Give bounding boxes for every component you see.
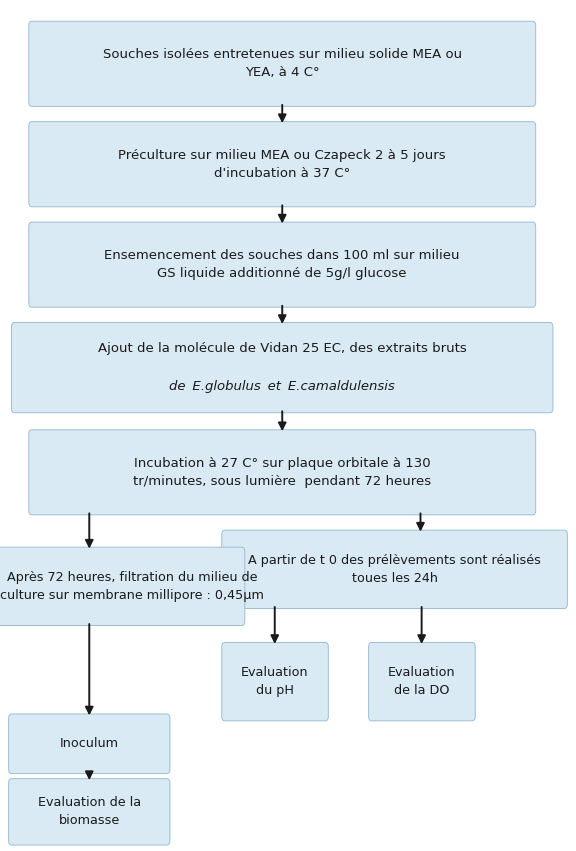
FancyBboxPatch shape (29, 21, 536, 106)
Text: Evaluation
de la DO: Evaluation de la DO (388, 666, 456, 697)
Text: de  E.globulus  et  E.camaldulensis: de E.globulus et E.camaldulensis (169, 380, 395, 393)
Text: Ensemencement des souches dans 100 ml sur milieu
GS liquide additionné de 5g/l g: Ensemencement des souches dans 100 ml su… (104, 249, 460, 280)
Text: Après 72 heures, filtration du milieu de
culture sur membrane millipore : 0,45µm: Après 72 heures, filtration du milieu de… (0, 571, 264, 602)
FancyBboxPatch shape (9, 714, 170, 774)
FancyBboxPatch shape (29, 430, 536, 515)
FancyBboxPatch shape (222, 530, 567, 608)
FancyBboxPatch shape (0, 547, 245, 625)
Text: Souches isolées entretenues sur milieu solide MEA ou
YEA, à 4 C°: Souches isolées entretenues sur milieu s… (103, 49, 462, 79)
FancyBboxPatch shape (29, 122, 536, 207)
Text: Evaluation de la
biomasse: Evaluation de la biomasse (37, 797, 141, 827)
FancyBboxPatch shape (12, 323, 553, 413)
Text: Incubation à 27 C° sur plaque orbitale à 130
tr/minutes, sous lumière  pendant 7: Incubation à 27 C° sur plaque orbitale à… (133, 457, 431, 488)
Text: Inoculum: Inoculum (60, 737, 119, 751)
FancyBboxPatch shape (369, 643, 475, 721)
Text: Préculture sur milieu MEA ou Czapeck 2 à 5 jours
d'incubation à 37 C°: Préculture sur milieu MEA ou Czapeck 2 à… (119, 149, 446, 180)
Text: Ajout de la molécule de Vidan 25 EC, des extraits bruts: Ajout de la molécule de Vidan 25 EC, des… (98, 342, 467, 356)
FancyBboxPatch shape (222, 643, 328, 721)
FancyBboxPatch shape (29, 222, 536, 307)
FancyBboxPatch shape (9, 779, 170, 845)
Text: Evaluation
du pH: Evaluation du pH (241, 666, 309, 697)
Text: A partir de t 0 des prélèvements sont réalisés
toues les 24h: A partir de t 0 des prélèvements sont ré… (248, 554, 541, 585)
